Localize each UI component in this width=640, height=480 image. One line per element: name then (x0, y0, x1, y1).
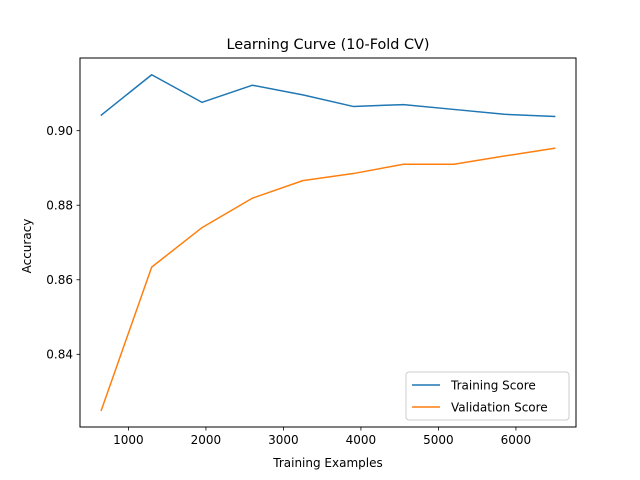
x-tick-label: 1000 (113, 433, 144, 447)
series-line-training-score (100, 74, 556, 118)
y-axis-ticks: 0.84 0.86 0.88 0.90 (46, 124, 80, 362)
x-tick-label: 6000 (501, 433, 532, 447)
series-line-validation-score (100, 147, 556, 412)
series-lines (100, 74, 556, 412)
y-tick-label: 0.86 (46, 273, 73, 287)
y-tick-label: 0.90 (46, 124, 73, 138)
plot-frame (79, 57, 577, 428)
legend-label: Training Score (450, 378, 536, 392)
y-tick-label: 0.88 (46, 199, 73, 213)
x-tick-label: 3000 (268, 433, 299, 447)
y-axis-label: Accuracy (20, 219, 34, 274)
y-tick-label: 0.84 (46, 348, 73, 362)
x-tick-label: 2000 (191, 433, 222, 447)
x-tick-label: 5000 (423, 433, 454, 447)
x-axis-label: Training Examples (272, 456, 382, 470)
legend-box (405, 371, 570, 421)
x-axis-ticks: 1000 2000 3000 4000 5000 6000 (113, 427, 531, 447)
chart-title: Learning Curve (10-Fold CV) (227, 37, 430, 53)
legend: Training Score Validation Score (405, 371, 570, 421)
x-tick-label: 4000 (346, 433, 377, 447)
legend-label: Validation Score (451, 400, 548, 414)
